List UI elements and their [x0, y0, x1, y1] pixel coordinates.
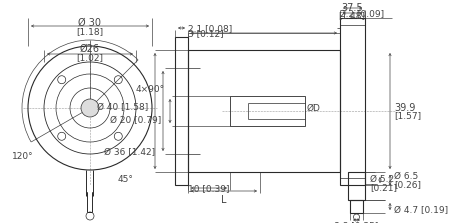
Text: 4×90°: 4×90°: [136, 85, 165, 94]
Text: [0.21]: [0.21]: [369, 183, 396, 192]
Text: [1.48]: [1.48]: [338, 11, 365, 20]
Text: 2.1 [0.08]: 2.1 [0.08]: [187, 24, 232, 33]
Bar: [339, 18, 364, 185]
Text: Ø 4.7 [0.19]: Ø 4.7 [0.19]: [393, 206, 447, 215]
Text: 3 [0.12]: 3 [0.12]: [187, 29, 223, 38]
Text: 120°: 120°: [12, 152, 34, 161]
Text: 10 [0.39]: 10 [0.39]: [187, 184, 229, 193]
Text: L: L: [221, 195, 226, 205]
Text: [0.26]: [0.26]: [393, 180, 420, 189]
Text: 37.5: 37.5: [340, 3, 362, 13]
Text: 45°: 45°: [118, 175, 134, 184]
Text: 39.9: 39.9: [393, 103, 415, 113]
Text: Ø26: Ø26: [80, 44, 100, 54]
Text: [1.18]: [1.18]: [76, 27, 103, 36]
Bar: [175, 37, 187, 185]
Text: Ø 36 [1.42]: Ø 36 [1.42]: [104, 148, 155, 157]
Bar: [229, 96, 304, 126]
Bar: [347, 172, 364, 200]
Text: Ø 20 [0.79]: Ø 20 [0.79]: [110, 116, 161, 125]
Bar: [187, 50, 339, 172]
Text: Ø 6.5: Ø 6.5: [393, 172, 417, 181]
Text: ØD: ØD: [306, 104, 320, 113]
Text: Ø 40 [1.58]: Ø 40 [1.58]: [96, 103, 148, 112]
Bar: [349, 200, 362, 213]
Text: 8.8 [0.35]: 8.8 [0.35]: [333, 221, 377, 223]
Text: Ø 5.2: Ø 5.2: [369, 175, 393, 184]
Text: [1.02]: [1.02]: [76, 53, 103, 62]
Circle shape: [81, 99, 99, 117]
Text: 2.2 [0.09]: 2.2 [0.09]: [339, 9, 383, 18]
Text: [1.57]: [1.57]: [393, 111, 420, 120]
Text: Ø 30: Ø 30: [78, 18, 101, 28]
